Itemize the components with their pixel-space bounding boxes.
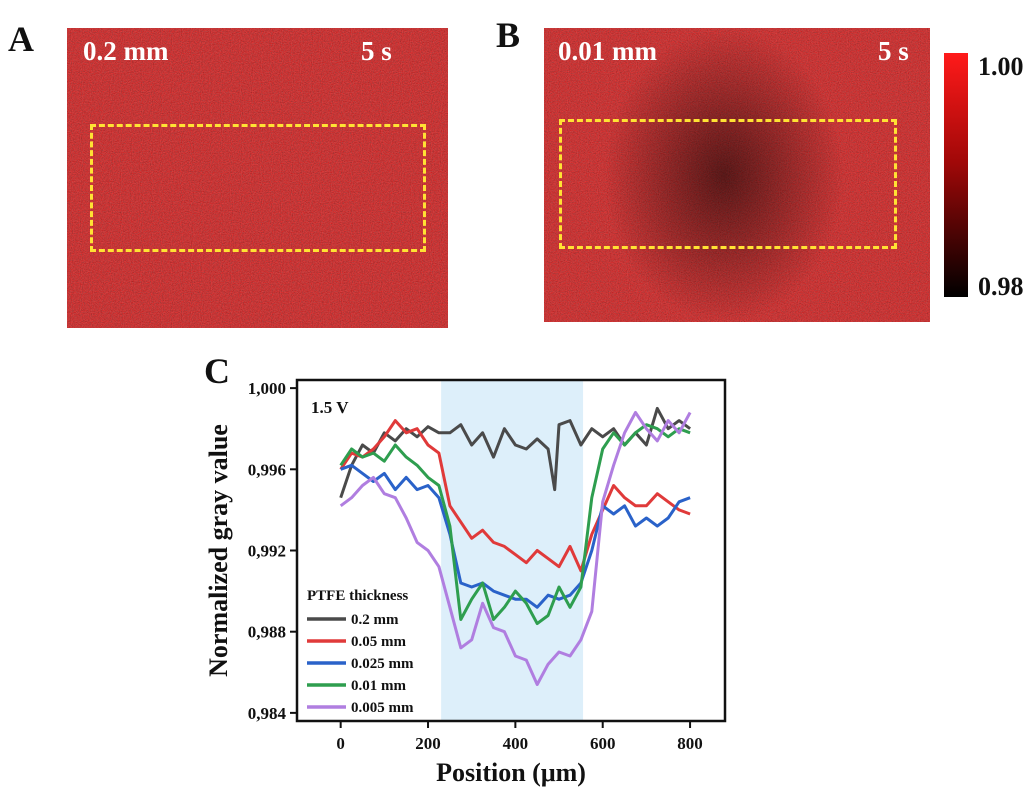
legend-entry: 0.05 mm <box>351 634 406 650</box>
y-tick-label: 0,988 <box>248 623 286 642</box>
legend-title: PTFE thickness <box>307 588 408 604</box>
x-tick-label: 600 <box>590 734 616 753</box>
time-label-b: 5 s <box>878 36 909 66</box>
legend-entry: 0.2 mm <box>351 612 399 628</box>
y-tick-label: 1,000 <box>248 379 286 398</box>
x-tick-label: 200 <box>415 734 441 753</box>
legend-entry: 0.005 mm <box>351 700 414 716</box>
ticks-layer: 0 200 400 600 800 0,984 0,988 0,992 0,996 1,000 <box>248 379 703 753</box>
colorbar-max-label: 1.00 <box>978 52 1024 81</box>
series-line-3 <box>340 463 691 609</box>
y-tick-label: 0,996 <box>248 460 286 479</box>
panel-b-letter: B <box>496 15 521 55</box>
x-tick-label: 800 <box>677 734 703 753</box>
voltage-annotation: 1.5 V <box>311 398 349 417</box>
heatmap-a: 0.2 mm 5 s <box>67 28 448 328</box>
series-line-2 <box>339 419 691 573</box>
y-tick-label: 0,984 <box>248 704 287 723</box>
y-tick-label: 0,992 <box>248 542 286 561</box>
legend: PTFE thickness 0.2 mm 0.05 mm 0.025 mm 0.01 … <box>307 588 414 716</box>
heatmap-a-texture <box>67 28 448 328</box>
legend-entry: 0.025 mm <box>351 656 414 672</box>
heatmap-b-texture <box>544 28 930 322</box>
thickness-label-b: 0.01 mm <box>558 36 657 66</box>
y-axis-label: Normalized gray value <box>204 424 233 677</box>
panel-c-letter: C <box>204 351 230 391</box>
x-tick-label: 0 <box>336 734 345 753</box>
thickness-label-a: 0.2 mm <box>83 36 169 66</box>
series-line-4 <box>339 423 691 626</box>
panel-a-letter: A <box>8 19 34 59</box>
x-axis-label: Position (μm) <box>436 758 586 787</box>
series-layer <box>339 406 692 686</box>
heatmap-b: 0.01 mm 5 s <box>544 28 930 322</box>
x-tick-label: 400 <box>503 734 529 753</box>
colorbar <box>944 53 968 297</box>
time-label-a: 5 s <box>361 36 392 66</box>
legend-entry: 0.01 mm <box>351 678 406 694</box>
roi-box-a <box>90 124 426 252</box>
roi-box-b <box>559 119 897 249</box>
colorbar-min-label: 0.98 <box>978 272 1024 301</box>
series-line-5 <box>339 411 692 686</box>
